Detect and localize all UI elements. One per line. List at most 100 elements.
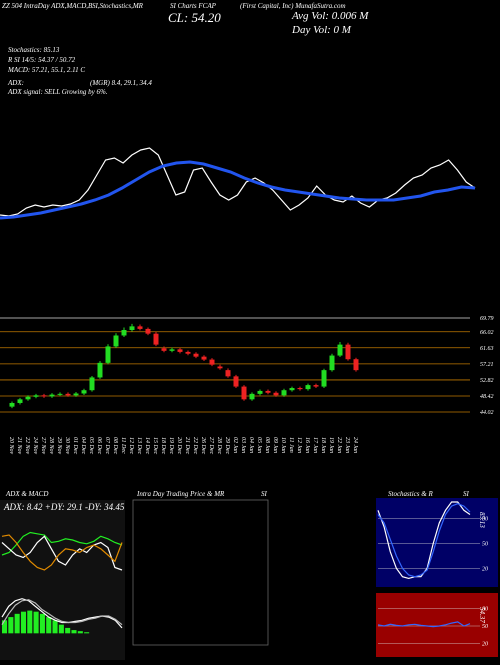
- candle-body: [185, 351, 191, 354]
- candle-body: [49, 394, 55, 397]
- bar: [14, 613, 20, 634]
- x-tick-label: 29 Nov: [56, 437, 62, 455]
- stoch-text: Stochastics: 85.13: [8, 46, 60, 54]
- candle-body: [201, 356, 207, 360]
- x-tick-label: 04 Dec: [80, 437, 87, 454]
- candle-body: [281, 390, 287, 396]
- candle-body: [169, 349, 175, 351]
- candle-body: [225, 370, 231, 377]
- value-label: ADX: 8.42 +DY: 29.1 -DY: 34.45: [3, 502, 125, 512]
- candle-body: [153, 333, 159, 345]
- x-tick-label: 02 Jan: [232, 437, 238, 453]
- panel-title: ADX & MACD: [5, 490, 48, 498]
- candle-body: [193, 353, 199, 357]
- x-tick-label: 13 Dec: [136, 437, 142, 454]
- bar: [65, 627, 71, 634]
- x-tick-label: 18 Jan: [320, 437, 326, 453]
- candle-body: [57, 393, 63, 395]
- x-tick-label: 16 Jan: [304, 437, 310, 453]
- candle-body: [81, 390, 87, 394]
- x-tick-label: 14 Dec: [144, 437, 151, 454]
- avg-volume: Avg Vol: 0.006 M: [291, 10, 369, 22]
- x-tick-label: 27 Nov: [40, 437, 46, 455]
- x-tick-label: 01 Dec: [72, 437, 78, 454]
- close-price: CL: 54.20: [168, 10, 221, 25]
- candle-body: [297, 388, 303, 390]
- x-tick-label: 20 Nov: [8, 437, 14, 455]
- candle-body: [265, 390, 271, 393]
- candle-body: [97, 362, 103, 378]
- series-line: [0, 147, 476, 217]
- header-text: ZZ 504 IntraDay ADX,MACD,B: [2, 2, 93, 10]
- x-tick-label: 07 Dec: [104, 437, 110, 454]
- candle-body: [89, 377, 95, 391]
- candle-body: [289, 388, 295, 391]
- x-tick-label: 21 Nov: [16, 437, 22, 455]
- candle-body: [25, 396, 31, 400]
- series-line: [1, 534, 123, 571]
- x-tick-label: 19 Jan: [328, 437, 334, 453]
- candle-body: [9, 402, 15, 407]
- candle-body: [345, 344, 351, 360]
- x-tick-label: 04 Jan: [248, 437, 255, 453]
- candle-body: [241, 386, 247, 400]
- y-tick-label: 66.02: [480, 330, 494, 336]
- bar: [20, 611, 26, 634]
- x-tick-label: 06 Dec: [96, 437, 102, 454]
- panel-title: Stochastics & R: [388, 490, 433, 498]
- x-tick-label: 22 Jan: [336, 437, 342, 453]
- panel-title: SI: [463, 490, 470, 498]
- x-tick-label: 11 Jan: [288, 437, 294, 453]
- header-text: SI,Stochastics,MR: [92, 2, 144, 10]
- x-tick-label: 05 Dec: [88, 437, 94, 454]
- x-tick-label: 08 Jan: [264, 437, 270, 453]
- value-label: 54.37: [478, 607, 486, 623]
- x-tick-label: 24 Jan: [352, 437, 359, 453]
- x-tick-label: 23 Jan: [344, 437, 350, 453]
- candle-body: [145, 328, 151, 334]
- bar: [2, 620, 8, 634]
- y-tick-label: 48.42: [480, 393, 494, 400]
- bar: [46, 617, 52, 634]
- x-tick-label: 03 Jan: [240, 437, 246, 453]
- candle-body: [161, 348, 167, 351]
- y-tick-label: 50: [482, 542, 488, 548]
- candle-body: [121, 330, 127, 336]
- x-tick-label: 26 Dec: [200, 437, 206, 454]
- bar: [58, 624, 64, 634]
- candle-body: [249, 393, 255, 400]
- x-tick-label: 27 Dec: [208, 437, 214, 454]
- panel-frame: [132, 499, 269, 646]
- candle-body: [321, 370, 327, 387]
- adx-text: ADX:: [7, 79, 24, 87]
- candle-body: [209, 359, 215, 365]
- x-tick-label: 20 Dec: [176, 437, 182, 454]
- x-tick-label: 15 Dec: [152, 437, 158, 454]
- bar: [33, 611, 39, 634]
- value-label: 85.13: [478, 512, 486, 528]
- x-tick-label: 28 Nov: [48, 437, 54, 455]
- panel-bg: [376, 498, 498, 587]
- candle-body: [105, 346, 111, 363]
- candle-body: [329, 355, 335, 371]
- series-line: [377, 621, 471, 628]
- x-tick-label: 11 Dec: [120, 437, 126, 454]
- series-line: [1, 599, 123, 626]
- y-tick-label: 80: [482, 607, 488, 613]
- candle-body: [313, 385, 319, 387]
- x-tick-label: 18 Dec: [160, 437, 166, 454]
- x-tick-label: 28 Dec: [216, 437, 222, 454]
- bar: [77, 631, 83, 634]
- candle-body: [65, 393, 71, 396]
- candle-body: [273, 392, 279, 396]
- y-tick-label: 80: [482, 517, 488, 523]
- candle-body: [33, 395, 39, 397]
- y-tick-label: 20: [482, 641, 488, 647]
- candle-body: [113, 335, 119, 347]
- panel-bg: [0, 500, 125, 660]
- bar: [52, 620, 58, 634]
- series-line: [377, 503, 471, 578]
- candle-body: [73, 393, 79, 396]
- y-tick-label: 61.63: [480, 346, 494, 352]
- panel-title: Intra Day Trading Price & MR: [136, 490, 225, 498]
